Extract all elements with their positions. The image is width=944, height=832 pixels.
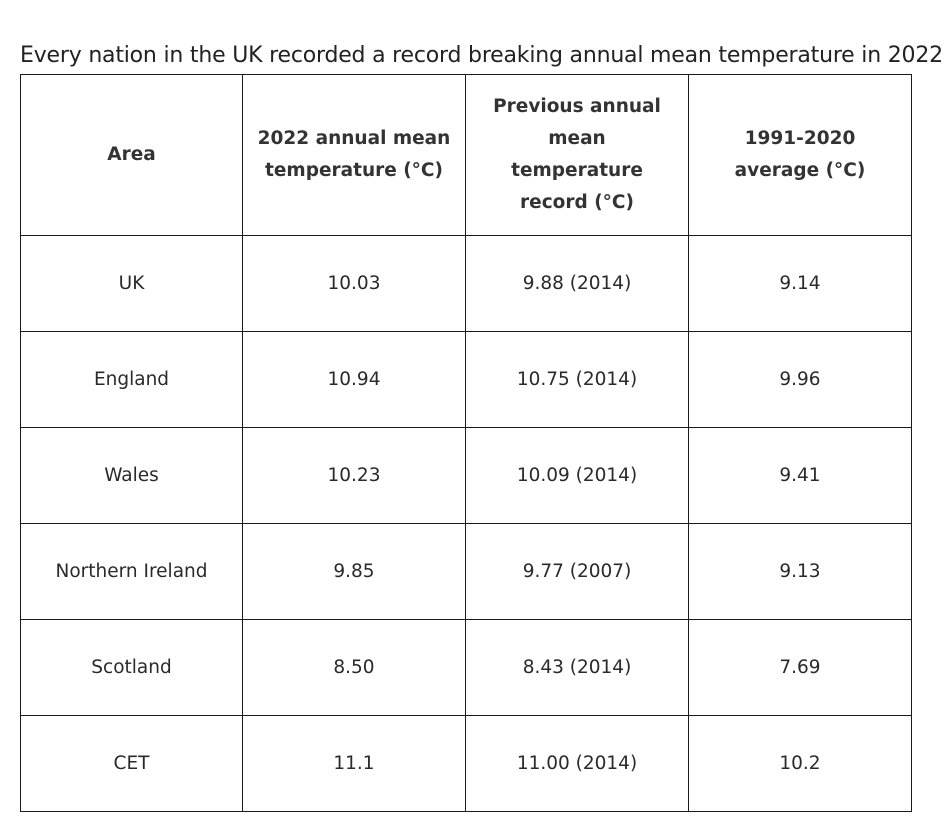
- cell-area: Scotland: [20, 619, 243, 716]
- cell-area: Northern Ireland: [20, 523, 243, 620]
- cell-average: 7.69: [688, 619, 912, 716]
- cell-area: UK: [20, 235, 243, 332]
- cell-average: 10.2: [688, 715, 912, 812]
- cell-previous-record: 11.00 (2014): [465, 715, 689, 812]
- cell-area: CET: [20, 715, 243, 812]
- cell-previous-record: 10.09 (2014): [465, 427, 689, 524]
- cell-2022-mean: 10.03: [242, 235, 466, 332]
- table-row: England 10.94 10.75 (2014) 9.96: [20, 331, 912, 428]
- table-row: UK 10.03 9.88 (2014) 9.14: [20, 235, 912, 332]
- table-row: Scotland 8.50 8.43 (2014) 7.69: [20, 619, 912, 716]
- header-previous-record: Previous annual mean temperature record …: [465, 74, 689, 236]
- cell-2022-mean: 10.23: [242, 427, 466, 524]
- cell-previous-record: 8.43 (2014): [465, 619, 689, 716]
- cell-previous-record: 9.77 (2007): [465, 523, 689, 620]
- cell-2022-mean: 8.50: [242, 619, 466, 716]
- header-2022-mean: 2022 annual mean temperature (°C): [242, 74, 466, 236]
- cell-2022-mean: 11.1: [242, 715, 466, 812]
- table-row: Wales 10.23 10.09 (2014) 9.41: [20, 427, 912, 524]
- intro-text: Every nation in the UK recorded a record…: [20, 43, 944, 68]
- cell-average: 9.14: [688, 235, 912, 332]
- cell-previous-record: 9.88 (2014): [465, 235, 689, 332]
- header-area: Area: [20, 74, 243, 236]
- table-row: Northern Ireland 9.85 9.77 (2007) 9.13: [20, 523, 912, 620]
- cell-2022-mean: 9.85: [242, 523, 466, 620]
- cell-area: Wales: [20, 427, 243, 524]
- table-row: CET 11.1 11.00 (2014) 10.2: [20, 715, 912, 812]
- cell-average: 9.41: [688, 427, 912, 524]
- cell-area: England: [20, 331, 243, 428]
- cell-average: 9.13: [688, 523, 912, 620]
- cell-2022-mean: 10.94: [242, 331, 466, 428]
- temperature-table: Area 2022 annual mean temperature (°C) P…: [20, 74, 912, 812]
- cell-previous-record: 10.75 (2014): [465, 331, 689, 428]
- header-1991-2020-average: 1991-2020 average (°C): [688, 74, 912, 236]
- table-header-row: Area 2022 annual mean temperature (°C) P…: [20, 74, 912, 236]
- cell-average: 9.96: [688, 331, 912, 428]
